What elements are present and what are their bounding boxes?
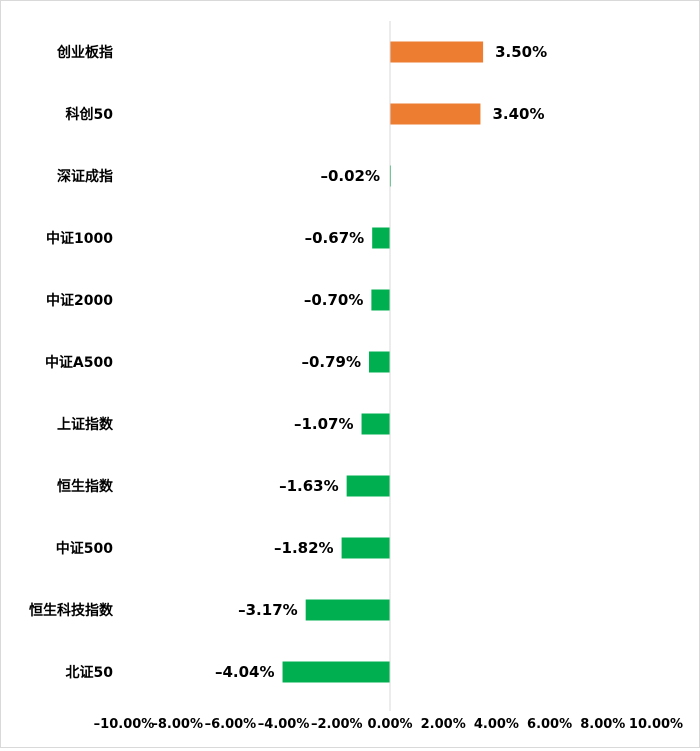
data-label: –1.07% [294, 415, 354, 433]
category-label: 中证1000 [46, 230, 113, 247]
category-label: 创业板指 [56, 44, 113, 61]
x-tick-labels-group: –10.00%–8.00% –6.00% –4.00% –2.00% 0.00% 2.00… [94, 717, 683, 732]
bar-6 [368, 351, 390, 373]
category-label: 上证指数 [57, 416, 114, 433]
bar-2 [390, 103, 481, 125]
data-label: –0.79% [301, 353, 361, 371]
bar-9 [341, 537, 390, 559]
category-label: 中证500 [56, 540, 113, 557]
data-label: –0.70% [304, 291, 364, 309]
data-labels-group: 3.50% 3.40% –0.02% –0.67% –0.70% –0.79% –1.07%… [215, 43, 547, 681]
bars-group [282, 41, 484, 683]
bar-7 [361, 413, 390, 435]
category-label: 恒生指数 [57, 478, 114, 495]
x-tick-label: 8.00% [580, 717, 625, 732]
bar-4 [372, 227, 390, 249]
x-tick-label: 2.00% [421, 717, 466, 732]
category-label: 中证A500 [45, 354, 113, 371]
x-tick-label: 10.00% [629, 717, 683, 732]
x-tick-label: –10.00% [94, 717, 155, 732]
data-label: –1.63% [279, 477, 339, 495]
x-tick-label: –4.00% [258, 717, 310, 732]
data-label: –1.82% [274, 539, 334, 557]
data-label: 3.40% [492, 105, 544, 123]
bar-5 [371, 289, 390, 311]
category-label: 科创50 [66, 106, 114, 123]
category-label: 北证50 [66, 665, 114, 681]
data-label: –0.02% [320, 167, 380, 185]
bar-1 [390, 41, 484, 63]
x-tick-label: 0.00% [367, 717, 412, 732]
bar-10 [305, 599, 390, 621]
data-label: 3.50% [495, 43, 547, 61]
data-label: –0.67% [305, 229, 365, 247]
category-label: 中证2000 [46, 292, 113, 309]
x-tick-label: –6.00% [205, 717, 257, 732]
x-tick-label: –2.00% [311, 717, 363, 732]
data-label: –3.17% [238, 601, 298, 619]
data-label: –4.04% [215, 663, 275, 681]
bar-8 [346, 475, 390, 497]
x-tick-label: 6.00% [527, 717, 572, 732]
category-label: 恒生科技指数 [29, 602, 114, 619]
category-label: 深证成指 [57, 168, 113, 185]
x-tick-label: –8.00% [151, 717, 203, 732]
x-tick-label: 4.00% [474, 717, 519, 732]
bar-11 [282, 661, 390, 683]
